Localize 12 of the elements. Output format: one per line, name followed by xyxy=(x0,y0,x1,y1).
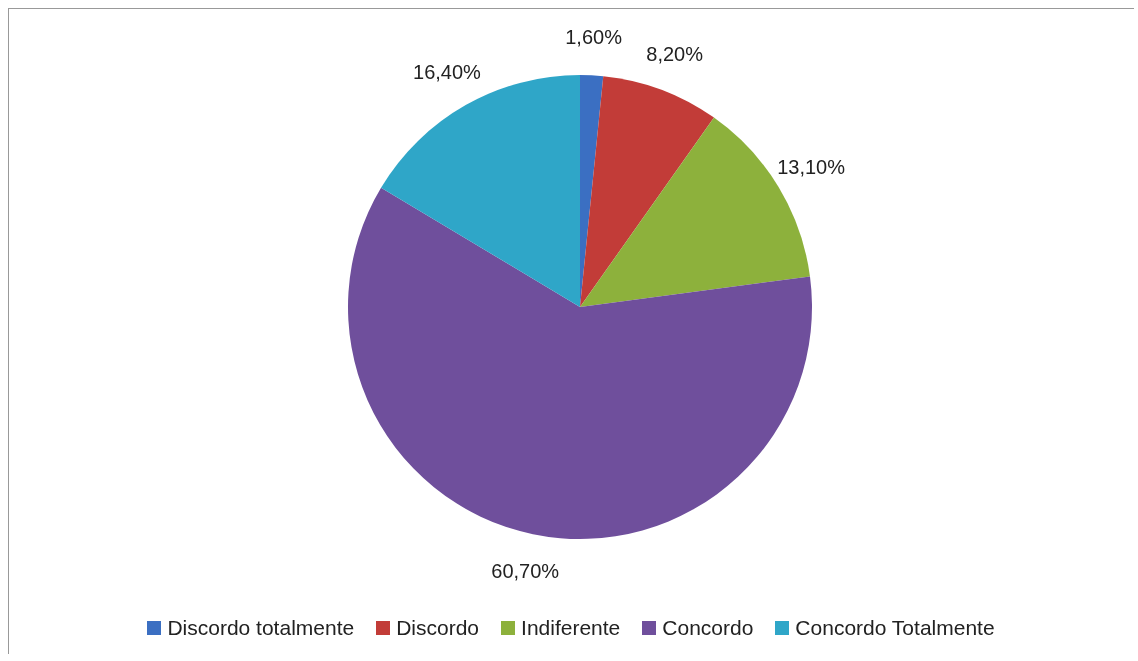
legend-label: Discordo xyxy=(396,616,480,640)
data-label: 16,40% xyxy=(413,61,482,84)
legend-label: Concordo Totalmente xyxy=(795,616,995,640)
data-label: 60,70% xyxy=(491,560,560,583)
legend-label: Discordo totalmente xyxy=(167,616,355,640)
legend-label: Concordo xyxy=(662,616,754,640)
data-label: 8,20% xyxy=(646,43,704,66)
pie-slice xyxy=(580,76,714,307)
data-label: 13,10% xyxy=(777,156,846,179)
pie-slice xyxy=(348,187,812,539)
legend-label: Indiferente xyxy=(521,616,621,640)
data-label: 1,60% xyxy=(565,26,623,49)
